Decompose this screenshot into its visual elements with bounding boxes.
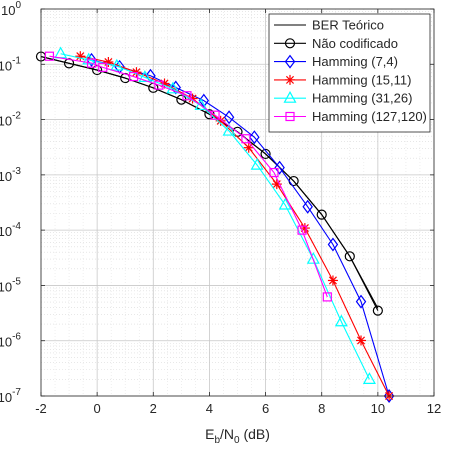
x-tick-label: 0 [94, 401, 101, 416]
data-point [355, 294, 367, 309]
axes: -2 0 2 4 6 8 10 12 100 10-1 10-2 10-3 10-4 10-5 10-6 10… [0, 0, 441, 446]
y-tick-label: 10-7 [0, 387, 21, 405]
y-tick-label: 10-4 [0, 221, 21, 239]
data-point [75, 51, 86, 62]
data-point [260, 148, 271, 160]
y-tick-label: 10-3 [0, 166, 21, 184]
x-tick-label: 10 [371, 401, 385, 416]
data-point [194, 98, 208, 111]
series-line [60, 53, 370, 380]
x-tick-label: -2 [35, 401, 47, 416]
y-tick-label: 100 [1, 0, 21, 18]
data-point [222, 123, 236, 136]
legend-entry: Não codificado [274, 36, 398, 51]
legend-box [268, 13, 431, 133]
data-point [274, 160, 285, 175]
data-point [285, 74, 295, 85]
data-point [243, 142, 254, 153]
data-point [223, 110, 235, 125]
data-point [182, 91, 192, 101]
data-point [110, 58, 124, 71]
legend-label: Hamming (31,26) [312, 91, 412, 106]
x-tick-label: 12 [427, 401, 441, 416]
legend-label: Hamming (127,120) [312, 109, 427, 124]
data-point [327, 237, 339, 252]
x-tick-label: 2 [150, 401, 157, 416]
data-point [154, 80, 164, 90]
axes-box [40, 8, 435, 397]
data-point [241, 134, 251, 144]
data-point [302, 199, 313, 214]
y-tick-label: 10-1 [0, 55, 21, 73]
series-layer [35, 46, 395, 403]
x-axis-label: Eb/N0 (dB) [205, 426, 270, 446]
data-point [278, 197, 292, 210]
series-4 [54, 46, 376, 384]
data-point [306, 251, 320, 264]
data-point [170, 80, 181, 95]
legend: BER Teórico Não codificado Hamming (7,4) Ha… [268, 13, 431, 133]
series-line [91, 59, 390, 397]
data-point [210, 110, 220, 120]
data-point [344, 251, 355, 262]
legend-label: Hamming (15,11) [312, 72, 411, 87]
data-point [166, 81, 180, 94]
data-point [129, 71, 139, 82]
data-point [138, 70, 152, 82]
y-tick-label: 10-5 [0, 276, 21, 294]
x-tick-label: 4 [206, 401, 213, 416]
data-point [269, 167, 279, 178]
legend-entry: Hamming (31,26) [274, 91, 412, 106]
legend-entry: Hamming (15,11) [274, 72, 411, 87]
data-point [362, 372, 376, 384]
data-point [44, 51, 55, 61]
legend-entry: Hamming (127,120) [274, 109, 427, 124]
data-point [334, 314, 348, 327]
legend-entry: Hamming (7,4) [274, 54, 398, 69]
data-point [327, 275, 338, 286]
data-point [86, 58, 97, 68]
legend-label: BER Teórico [312, 18, 384, 33]
legend-entry: BER Teórico [274, 18, 384, 33]
data-point [356, 335, 367, 346]
data-point [383, 389, 395, 403]
data-point [284, 38, 296, 49]
data-point [284, 54, 296, 69]
y-tick-label: 10-6 [0, 332, 21, 350]
data-point [283, 90, 297, 103]
x-tick-label: 6 [262, 401, 269, 416]
data-point [271, 179, 282, 190]
data-point [285, 111, 295, 122]
x-tick-label: 8 [318, 401, 325, 416]
series-line [40, 56, 379, 311]
series-5 [44, 51, 332, 302]
data-point [63, 58, 75, 69]
data-point [322, 292, 332, 302]
legend-label: Hamming (7,4) [312, 54, 398, 69]
legend-label: Não codificado [312, 36, 398, 51]
data-point [249, 130, 260, 145]
y-tick-label: 10-2 [0, 111, 21, 129]
data-point [372, 305, 383, 316]
data-point [250, 157, 264, 170]
data-point [297, 225, 307, 235]
data-point [98, 62, 108, 72]
data-point [316, 209, 327, 220]
